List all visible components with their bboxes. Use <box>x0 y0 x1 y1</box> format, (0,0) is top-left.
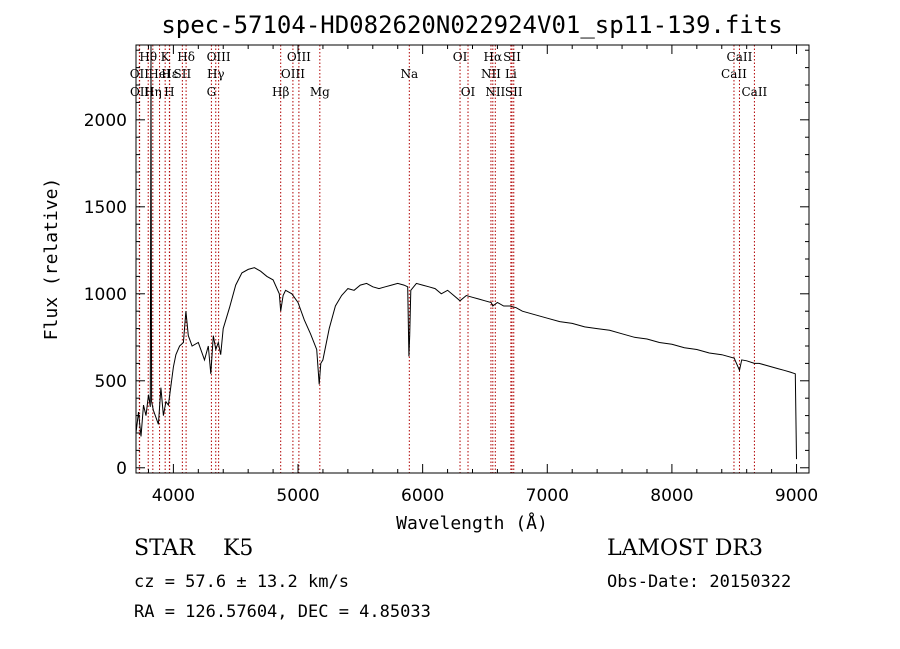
y-axis: 0 500 1000 1500 2000 <box>84 49 809 479</box>
line-label: OI <box>453 50 468 64</box>
line-label: SII <box>505 85 523 99</box>
line-label: CaII <box>727 50 753 64</box>
line-label: OIII <box>281 67 305 81</box>
observation-date: Obs-Date: 20150322 <box>607 572 792 592</box>
y-tick-label: 1000 <box>84 285 127 305</box>
line-label: OII <box>130 85 150 99</box>
chart-title: spec-57104-HD082620N022924V01_sp11-139.f… <box>161 11 782 39</box>
y-tick-label: 0 <box>116 459 127 479</box>
object-type: STAR <box>134 536 195 561</box>
survey-name: LAMOST DR3 <box>607 536 763 561</box>
line-label: Hβ <box>272 85 289 99</box>
x-tick-label: 7000 <box>526 486 569 506</box>
line-label: HeI <box>148 67 171 81</box>
line-label: CaII <box>721 67 747 81</box>
x-tick-label: 6000 <box>401 486 444 506</box>
line-label: SII <box>174 67 192 81</box>
x-axis: 4000 5000 6000 7000 8000 9000 <box>147 45 818 506</box>
object-subclass: K5 <box>223 536 254 561</box>
line-label: K <box>161 50 171 64</box>
line-label: OI <box>461 85 476 99</box>
line-label: Hη <box>144 85 162 99</box>
line-label: H <box>164 85 174 99</box>
line-label: Li <box>505 67 517 81</box>
ra-dec-coordinates: RA = 126.57604, DEC = 4.85033 <box>134 602 431 622</box>
line-label: OIII <box>287 50 311 64</box>
line-label: OII <box>130 67 150 81</box>
line-label: Na <box>400 67 418 81</box>
line-labels: Hα Hβ Hγ Hδ Hε Hη Hθ K H G Mg Na OII OII OIII OIII OIII O… <box>130 50 768 99</box>
x-tick-label: 4000 <box>152 486 195 506</box>
x-tick-label: 5000 <box>276 486 319 506</box>
x-tick-label: 8000 <box>650 486 693 506</box>
x-axis-label: Wavelength (Å) <box>396 512 548 534</box>
spectrum-line <box>135 44 797 460</box>
object-classification: STAR K5 <box>134 536 253 561</box>
plot-frame <box>135 44 810 474</box>
y-tick-label: 2000 <box>84 111 127 131</box>
line-label: NII <box>481 67 501 81</box>
y-tick-label: 1500 <box>84 198 127 218</box>
line-label: Hε <box>161 67 178 81</box>
redshift-velocity: cz = 57.6 ± 13.2 km/s <box>134 572 349 592</box>
line-label: OIII <box>207 50 231 64</box>
y-tick-label: 500 <box>95 372 127 392</box>
line-label: Hδ <box>177 50 195 64</box>
line-label: SII <box>503 50 521 64</box>
line-label: Mg <box>310 85 330 99</box>
y-axis-label: Flux (relative) <box>41 178 62 341</box>
line-label: Hθ <box>139 50 157 64</box>
line-markers <box>138 45 755 473</box>
x-tick-label: 9000 <box>775 486 818 506</box>
line-label: Hγ <box>207 67 225 81</box>
line-label: Hα <box>484 50 503 64</box>
line-label: NII <box>485 85 505 99</box>
line-label: G <box>207 85 217 99</box>
line-label: CaII <box>741 85 767 99</box>
